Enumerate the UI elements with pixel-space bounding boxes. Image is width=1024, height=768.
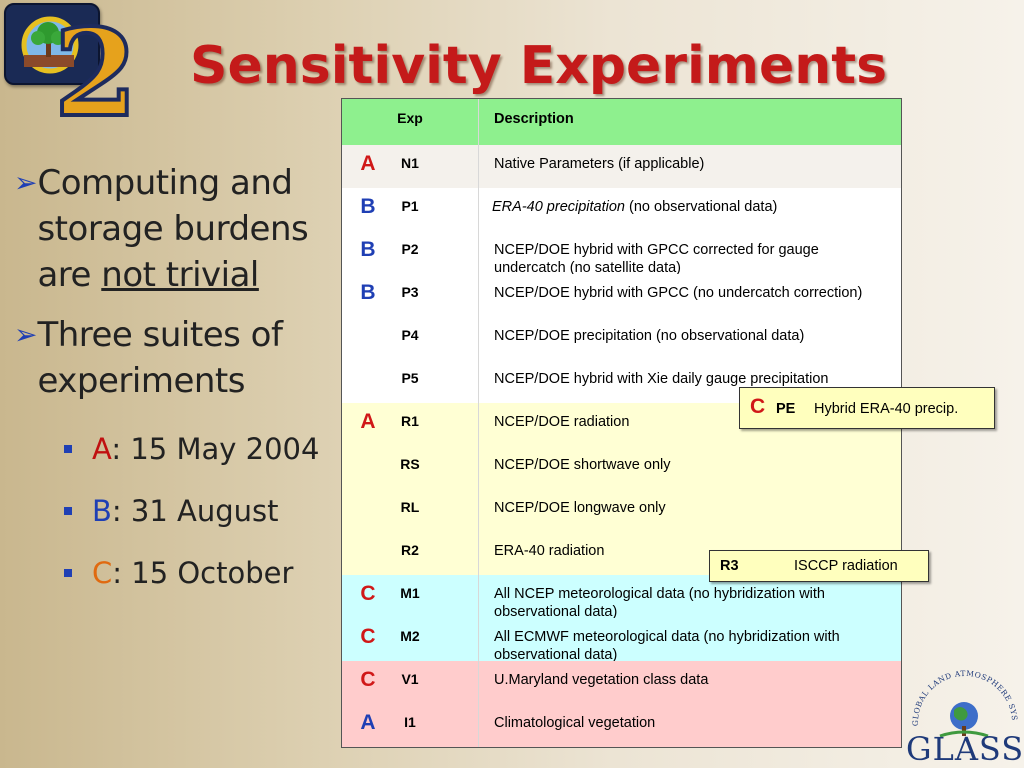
square-bullet-icon — [64, 569, 72, 577]
exp-description: NCEP/DOE precipitation (no observational… — [494, 328, 805, 344]
bullet-underlined-text: not trivial — [101, 255, 259, 295]
exp-description: All NCEP meteorological data (no hybridi… — [494, 586, 825, 618]
square-bullet-icon — [64, 507, 72, 515]
table-row: A I1 Climatological vegetation — [342, 704, 901, 747]
exp-code: P1 — [401, 198, 419, 214]
exp-code: I1 — [404, 714, 416, 730]
exp-code: P5 — [401, 370, 419, 386]
arrow-bullet-icon: ➢ — [14, 167, 38, 198]
bullet-list: ➢ Computing and storage burdens are not … — [14, 160, 344, 604]
exp-code: RL — [400, 499, 420, 515]
bullet-text: Three suites of experiments — [37, 315, 283, 401]
sub-bullet-text: : 31 August — [111, 494, 279, 528]
sub-bullet-item: B: 31 August — [64, 480, 344, 542]
sub-bullet-text: : 15 October — [112, 556, 294, 590]
exp-description: NCEP/DOE hybrid with GPCC (no undercatch… — [494, 285, 863, 301]
table-row: B P3 NCEP/DOE hybrid with GPCC (no under… — [342, 274, 901, 317]
table-row: P4 NCEP/DOE precipitation (no observatio… — [342, 317, 901, 360]
exp-code: R3 — [720, 558, 739, 574]
exp-code: M1 — [400, 585, 420, 601]
table-row: B P2 NCEP/DOE hybrid with GPCC corrected… — [342, 231, 901, 274]
header-description: Description — [494, 111, 574, 127]
page-title: Sensitivity Experiments — [190, 36, 888, 96]
column-divider — [478, 99, 479, 747]
square-bullet-icon — [64, 445, 72, 453]
bullet-item: ➢ Three suites of experiments — [14, 312, 344, 404]
exp-code: V1 — [401, 671, 419, 687]
exp-code: M2 — [400, 628, 420, 644]
table-row: C V1 U.Maryland vegetation class data — [342, 661, 901, 704]
suite-letter: B — [360, 238, 376, 261]
table-row: C M2 All ECMWF meteorological data (no h… — [342, 618, 901, 661]
suite-letter: A — [360, 152, 376, 175]
exp-description: ERA-40 radiation — [494, 543, 605, 559]
table-header: Exp Description — [342, 99, 901, 146]
sub-bullet-item: A: 15 May 2004 — [64, 418, 344, 480]
header-exp: Exp — [397, 110, 423, 126]
sub-bullet-item: C: 15 October — [64, 542, 344, 604]
glass-logo-icon: GLOBAL LAND ATMOSPHERE SYSTEM STUDY — [900, 670, 1019, 738]
exp-description: (no observational data) — [625, 199, 778, 215]
exp-code: R1 — [401, 413, 419, 429]
suite-letter: C — [92, 556, 113, 590]
logo-number: 2 — [52, 3, 139, 144]
exp-description: Native Parameters (if applicable) — [494, 156, 705, 172]
exp-code: P4 — [401, 327, 419, 343]
experiments-table: Exp Description A N1 Native Parameters (… — [341, 98, 902, 748]
callout-pe: C PE Hybrid ERA-40 precip. — [739, 387, 995, 429]
suite-letter: B — [360, 281, 376, 304]
bullet-item: ➢ Computing and storage burdens are not … — [14, 160, 344, 298]
suite-letter: A — [360, 410, 376, 433]
suite-letter: C — [360, 582, 376, 605]
glass-logo-word: GLASS — [906, 730, 1024, 768]
earth-tree-icon — [21, 16, 79, 74]
table-row: B P1 ERA-40 precipitation (no observatio… — [342, 188, 901, 231]
suite-letter: C — [360, 625, 376, 648]
exp-description: Climatological vegetation — [494, 715, 656, 731]
exp-code: N1 — [401, 155, 419, 171]
exp-description-italic: ERA-40 precipitation — [492, 199, 625, 215]
table-row: A N1 Native Parameters (if applicable) — [342, 145, 901, 188]
exp-code: RS — [400, 456, 420, 472]
exp-description: Hybrid ERA-40 precip. — [814, 401, 959, 417]
table-row: RL NCEP/DOE longwave only — [342, 489, 901, 532]
exp-description: NCEP/DOE longwave only — [494, 500, 666, 516]
exp-description: All ECMWF meteorological data (no hybrid… — [494, 629, 840, 661]
bullet-text: Computing and storage burdens are — [37, 163, 309, 295]
exp-description: NCEP/DOE hybrid with Xie daily gauge pre… — [494, 371, 829, 387]
suite-letter: A — [360, 711, 376, 734]
table-row: RS NCEP/DOE shortwave only — [342, 446, 901, 489]
exp-description: ISCCP radiation — [794, 558, 898, 574]
exp-code: P3 — [401, 284, 419, 300]
exp-code: R2 — [401, 542, 419, 558]
suite-letter: A — [92, 432, 112, 466]
logo-icon — [4, 3, 100, 85]
suite-letter: B — [92, 494, 112, 528]
table-row: C M1 All NCEP meteorological data (no hy… — [342, 575, 901, 618]
sub-bullet-text: : 15 May 2004 — [111, 432, 320, 466]
suite-letter: B — [360, 195, 376, 218]
exp-description: U.Maryland vegetation class data — [494, 672, 709, 688]
callout-r3: R3 ISCCP radiation — [709, 550, 929, 582]
exp-code: P2 — [401, 241, 419, 257]
suite-letter: C — [360, 668, 376, 691]
exp-description: NCEP/DOE radiation — [494, 414, 630, 430]
arrow-bullet-icon: ➢ — [14, 319, 38, 350]
suite-letter: C — [750, 395, 766, 418]
exp-code: PE — [776, 401, 796, 417]
exp-description: NCEP/DOE hybrid with GPCC corrected for … — [494, 242, 819, 274]
exp-description: NCEP/DOE shortwave only — [494, 457, 671, 473]
